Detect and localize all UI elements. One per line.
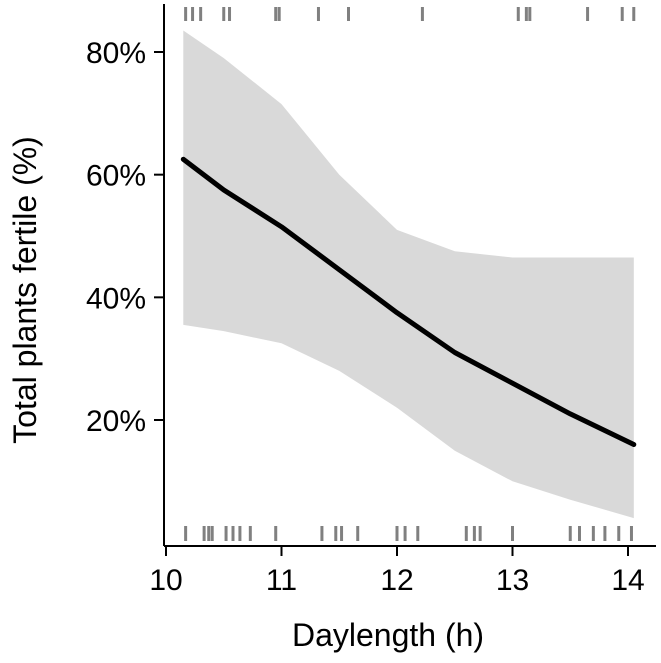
x-ticks: 10 11 12 13 14 xyxy=(149,546,645,597)
x-tick-label: 11 xyxy=(266,564,297,597)
y-ticks: 20% 40% 60% 80% xyxy=(86,37,164,438)
y-tick-label: 20% xyxy=(86,405,146,438)
x-tick-label: 12 xyxy=(380,564,413,597)
y-tick-label: 60% xyxy=(86,160,146,193)
y-axis-title: Total plants fertile (%) xyxy=(7,136,43,444)
axes xyxy=(163,4,656,547)
confidence-band xyxy=(183,30,634,519)
fitted-line xyxy=(180,156,637,447)
plot-area xyxy=(180,7,637,541)
x-tick-label: 13 xyxy=(496,564,529,597)
y-tick-label: 40% xyxy=(86,282,146,315)
x-tick-label: 10 xyxy=(149,564,182,597)
y-tick-label: 80% xyxy=(86,37,146,70)
x-tick-label: 14 xyxy=(611,564,644,597)
x-axis-title: Daylength (h) xyxy=(292,617,484,653)
